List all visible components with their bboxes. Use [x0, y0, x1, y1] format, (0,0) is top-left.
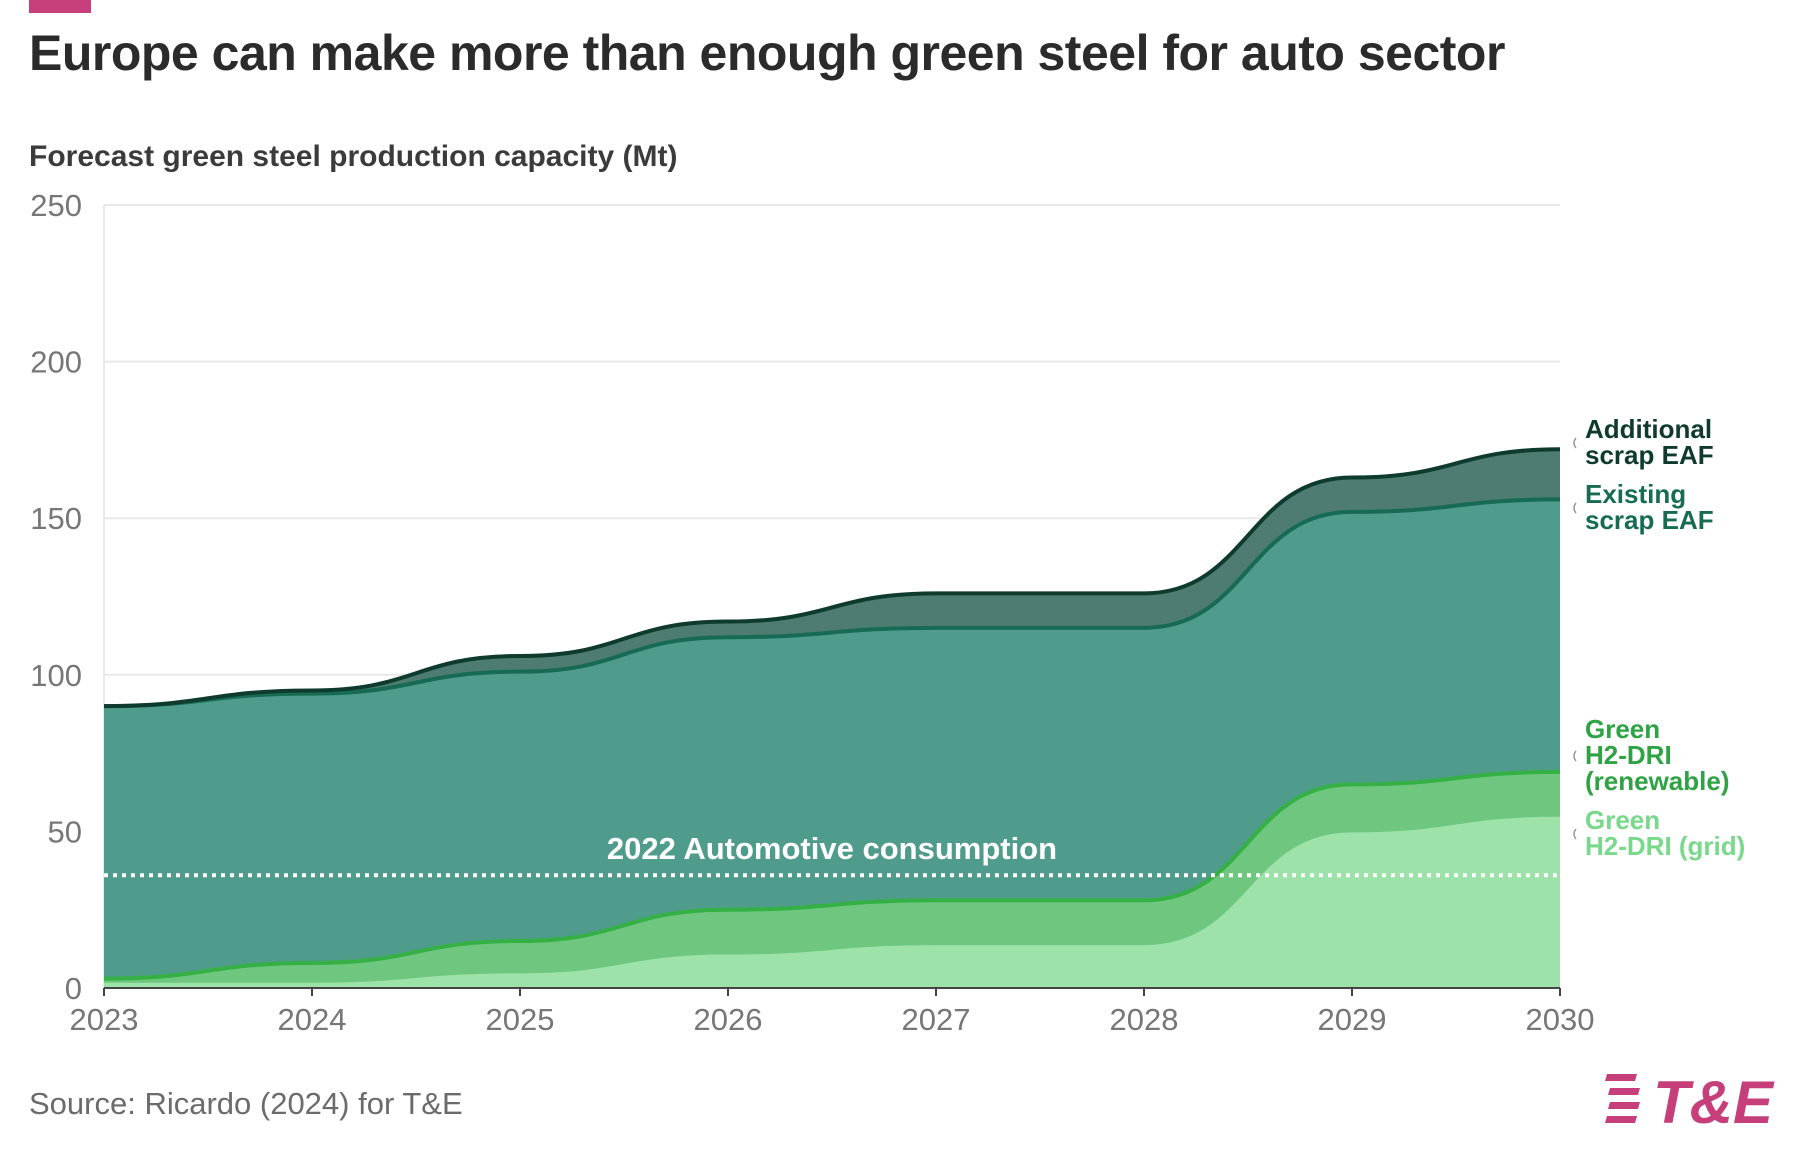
chart-subtitle: Forecast green steel production capacity… [29, 140, 678, 173]
line-existing [103, 497, 1561, 709]
x-tick-label-2023: 2023 [70, 1002, 139, 1037]
series-label-renewable: Green H2-DRI (renewable) [1585, 714, 1730, 796]
label-bracket-existing [1573, 502, 1577, 514]
logo-wordmark: T&E [1653, 1069, 1775, 1130]
y-tick-label-250: 250 [30, 188, 82, 223]
series-label-line: H2-DRI (grid) [1585, 831, 1745, 861]
label-bracket-renewable [1573, 750, 1577, 762]
reference-line-label: 2022 Automotive consumption [607, 831, 1057, 866]
series-label-line: scrap EAF [1585, 440, 1714, 470]
te-logo: T&E [1605, 1069, 1775, 1130]
series-label-existing: Existing scrap EAF [1585, 479, 1714, 535]
source-note: Source: Ricardo (2024) for T&E [29, 1086, 463, 1121]
series-label-line: (renewable) [1585, 766, 1730, 796]
logo-stripes-icon [1605, 1074, 1640, 1123]
series-label-line: scrap EAF [1585, 505, 1714, 535]
series-label-line: Additional [1585, 414, 1712, 444]
series-label-line: Green [1585, 805, 1660, 835]
brand-accent-bar [29, 0, 91, 13]
line-renewable [103, 769, 1561, 981]
label-bracket-additional [1573, 437, 1577, 449]
area-grid [104, 815, 1560, 988]
x-tick-label-2030: 2030 [1526, 1002, 1595, 1037]
x-tick-label-2029: 2029 [1318, 1002, 1387, 1037]
y-tick-label-200: 200 [30, 345, 82, 380]
y-tick-label-150: 150 [30, 501, 82, 536]
series-label-line: H2-DRI [1585, 740, 1672, 770]
line-additional [103, 447, 1561, 709]
y-tick-label-100: 100 [30, 658, 82, 693]
y-tick-label-50: 50 [48, 814, 82, 849]
y-tick-label-0: 0 [65, 971, 82, 1006]
series-label-line: Existing [1585, 479, 1686, 509]
area-existing [104, 499, 1560, 979]
chart-title: Europe can make more than enough green s… [29, 25, 1505, 81]
x-tick-label-2027: 2027 [902, 1002, 971, 1037]
series-label-line: Green [1585, 714, 1660, 744]
x-tick-label-2026: 2026 [694, 1002, 763, 1037]
label-bracket-grid [1573, 828, 1577, 840]
x-tick-label-2025: 2025 [486, 1002, 555, 1037]
line-grid [103, 814, 1561, 983]
series-label-additional: Additional scrap EAF [1585, 414, 1714, 470]
x-tick-label-2024: 2024 [278, 1002, 347, 1037]
x-tick-label-2028: 2028 [1110, 1002, 1179, 1037]
area-renewable [104, 771, 1560, 982]
series-label-grid: Green H2-DRI (grid) [1585, 805, 1745, 861]
